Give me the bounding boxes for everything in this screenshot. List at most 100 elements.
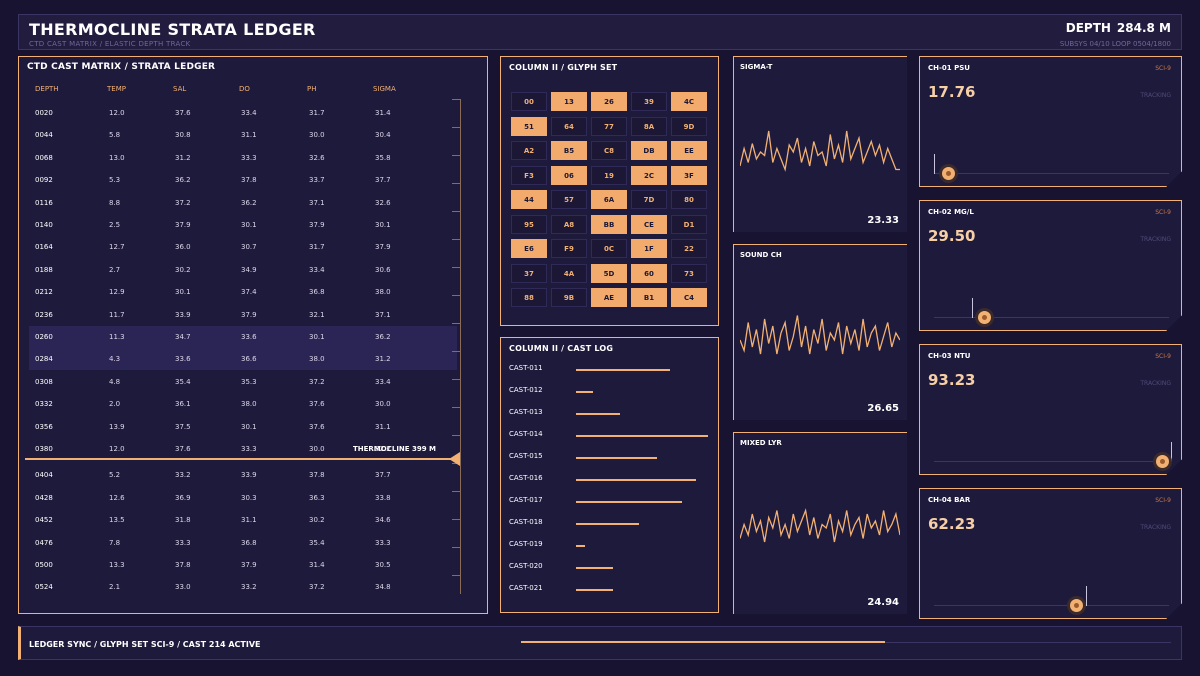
glyph-cell[interactable]: 64: [551, 116, 587, 136]
list-item[interactable]: CAST-014: [509, 430, 709, 442]
glyph-cell[interactable]: F9: [551, 239, 587, 258]
glyph-cell[interactable]: 13: [551, 92, 587, 111]
glyph-cell[interactable]: 37: [511, 263, 547, 283]
thermocline-label: THERMOCLINE 399 M: [353, 445, 437, 453]
glyph-cell[interactable]: DB: [631, 141, 667, 160]
table-row[interactable]: 0380 12.0 37.6 33.3 30.0 32.2: [29, 438, 457, 460]
table-cell: 13.3: [109, 561, 125, 569]
glyph-cell[interactable]: 0C: [591, 239, 627, 258]
table-row[interactable]: 0308 4.8 35.4 35.3 37.2 33.4: [29, 371, 457, 393]
glyph-cell[interactable]: 6A: [591, 190, 627, 209]
table-row[interactable]: 0140 2.5 37.9 30.1 37.9 30.1: [29, 214, 457, 236]
table-row[interactable]: 0188 2.7 30.2 34.9 33.4 30.6: [29, 259, 457, 281]
table-row[interactable]: 0020 12.0 37.6 33.4 31.7 31.4: [29, 102, 457, 124]
glyph-cell[interactable]: F3: [511, 165, 547, 185]
glyph-cell[interactable]: 44: [511, 190, 547, 209]
glyph-cell[interactable]: 57: [551, 190, 587, 209]
table-row[interactable]: 0428 12.6 36.9 30.3 36.3 33.8: [29, 487, 457, 509]
table-row[interactable]: 0404 5.2 33.2 33.9 37.8 37.7: [29, 464, 457, 486]
table-row[interactable]: 0476 7.8 33.3 36.8 35.4 33.3: [29, 532, 457, 554]
glyph-cell[interactable]: 06: [551, 165, 587, 185]
glyph-cell[interactable]: C8: [591, 141, 627, 160]
table-cell: 31.8: [175, 516, 191, 525]
glyph-cell[interactable]: 9B: [551, 288, 587, 307]
list-item[interactable]: CAST-018: [509, 518, 709, 530]
glyph-cell[interactable]: 39: [631, 92, 667, 111]
table-cell: 38.0: [309, 355, 325, 364]
glyph-cell[interactable]: 4C: [671, 92, 707, 111]
glyph-cell[interactable]: B1: [631, 288, 667, 307]
list-item[interactable]: CAST-017: [509, 496, 709, 508]
table-cell: 33.7: [309, 176, 325, 185]
list-item[interactable]: CAST-012: [509, 386, 709, 398]
glyph-cell[interactable]: 60: [631, 263, 667, 283]
table-row[interactable]: 0116 8.8 37.2 36.2 37.1 32.6: [29, 192, 457, 214]
table-row[interactable]: 0356 13.9 37.5 30.1 37.6 31.1: [29, 416, 457, 438]
channel-level-dot[interactable]: [1155, 455, 1169, 468]
chart-value: 24.94: [867, 597, 899, 608]
glyph-cell[interactable]: 1F: [631, 239, 667, 258]
glyph-cell[interactable]: B5: [551, 141, 587, 160]
castlog-panel: COLUMN II / CAST LOG CAST-011 CAST-012 CAS…: [500, 337, 719, 613]
channel-level-dot[interactable]: [1070, 599, 1084, 612]
table-cell: 34.6: [375, 516, 391, 525]
glyph-cell[interactable]: 4A: [551, 263, 587, 283]
glyph-cell[interactable]: 95: [511, 214, 547, 234]
sparkline: [740, 315, 900, 355]
page-title: THERMOCLINE STRATA LEDGER: [29, 20, 316, 39]
table-row[interactable]: 0524 2.1 33.0 33.2 37.2 34.8: [29, 576, 457, 598]
glyph-cell[interactable]: AE: [591, 288, 627, 307]
channel-level-dot[interactable]: [942, 167, 956, 180]
table-row[interactable]: 0284 4.3 33.6 36.6 38.0 31.2: [29, 348, 457, 371]
glyph-cell[interactable]: 26: [591, 92, 627, 111]
glyph-cell[interactable]: 77: [591, 116, 627, 136]
glyph-cell[interactable]: 80: [671, 190, 707, 209]
table-row[interactable]: 0260 11.3 34.7 33.6 30.1 36.2: [29, 326, 457, 348]
glyph-cell[interactable]: A8: [551, 214, 587, 234]
glyph-cell[interactable]: E6: [511, 239, 547, 258]
glyph-cell[interactable]: 19: [591, 165, 627, 185]
list-item[interactable]: CAST-011: [509, 364, 709, 376]
ruler-tick: [452, 127, 460, 128]
list-item[interactable]: CAST-019: [509, 540, 709, 552]
list-item[interactable]: CAST-021: [509, 584, 709, 596]
table-row[interactable]: 0212 12.9 30.1 37.4 36.8 38.0: [29, 281, 457, 303]
glyph-cell[interactable]: 51: [511, 116, 547, 136]
table-cell: 12.9: [109, 288, 125, 297]
glyph-cell[interactable]: A2: [511, 141, 547, 160]
table-row[interactable]: 0236 11.7 33.9 37.9 32.1 37.1: [29, 304, 457, 326]
glyph-cell[interactable]: 5D: [591, 263, 627, 283]
table-row[interactable]: 0500 13.3 37.8 37.9 31.4 30.5: [29, 554, 457, 576]
table-row[interactable]: 0164 12.7 36.0 30.7 31.7 37.9: [29, 236, 457, 258]
list-item[interactable]: CAST-016: [509, 474, 709, 486]
glyph-cell[interactable]: 22: [671, 239, 707, 258]
table-row[interactable]: 0044 5.8 30.8 31.1 30.0 30.4: [29, 124, 457, 146]
glyph-cell[interactable]: 73: [671, 263, 707, 283]
glyph-cell[interactable]: D1: [671, 214, 707, 234]
glyph-cell[interactable]: 7D: [631, 190, 667, 209]
glyph-cell[interactable]: 00: [511, 92, 547, 111]
glyph-cell[interactable]: 9D: [671, 116, 707, 136]
glyph-cell[interactable]: 2C: [631, 165, 667, 185]
glyph-cell[interactable]: CE: [631, 214, 667, 234]
table-cell: 4.3: [109, 355, 121, 364]
glyph-cell[interactable]: 88: [511, 288, 547, 307]
list-item[interactable]: CAST-013: [509, 408, 709, 420]
table-cell: 37.2: [309, 377, 325, 386]
glyph-cell[interactable]: 3F: [671, 165, 707, 185]
glyph-cell[interactable]: C4: [671, 288, 707, 307]
table-row[interactable]: 0068 13.0 31.2 33.3 32.6 35.8: [29, 147, 457, 169]
table-cell: 0380: [35, 445, 53, 453]
table-cell: 2.7: [109, 265, 121, 274]
channel-level-dot[interactable]: [977, 311, 991, 324]
list-item[interactable]: CAST-020: [509, 562, 709, 574]
glyph-cell[interactable]: BB: [591, 214, 627, 234]
table-row[interactable]: 0332 2.0 36.1 38.0 37.6 30.0: [29, 393, 457, 415]
table-row[interactable]: 0092 5.3 36.2 37.8 33.7 37.7: [29, 169, 457, 191]
table-cell: 33.4: [241, 109, 257, 117]
list-item[interactable]: CAST-015: [509, 452, 709, 464]
glyph-cell[interactable]: EE: [671, 141, 707, 160]
glyph-cell[interactable]: 8A: [631, 116, 667, 136]
table-row[interactable]: 0452 13.5 31.8 31.1 30.2 34.6: [29, 509, 457, 531]
cast-label: CAST-014: [509, 430, 543, 438]
